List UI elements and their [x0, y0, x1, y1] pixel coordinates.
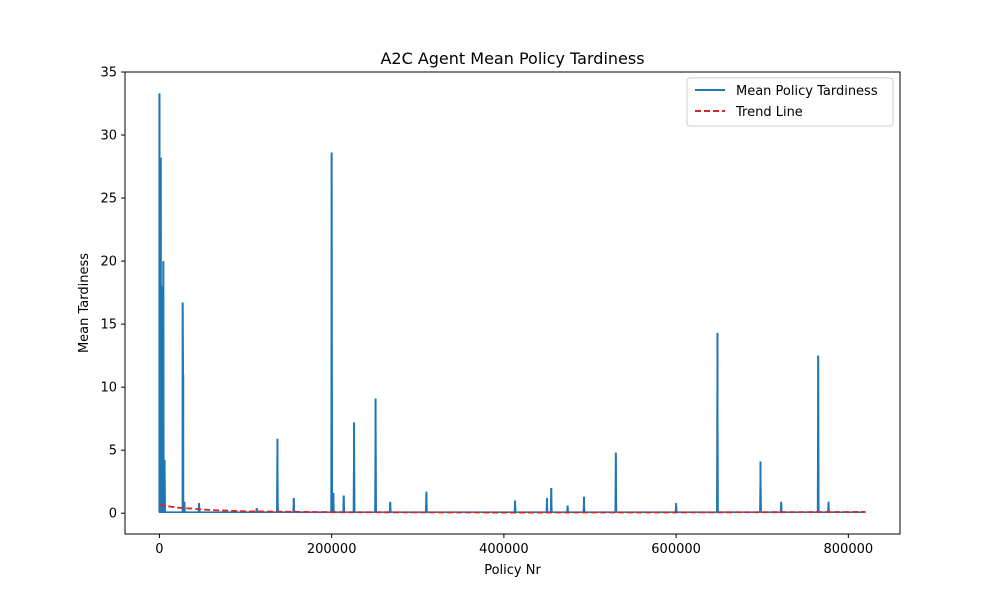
y-tick-label: 20 [100, 255, 117, 270]
legend-label-trend-line: Trend Line [735, 105, 803, 120]
y-tick-label: 25 [100, 192, 117, 207]
legend-box [686, 77, 894, 127]
series-mean-policy-tardiness-line [158, 93, 866, 513]
y-tick-label: 30 [100, 129, 117, 144]
x-tick-label: 600000 [651, 542, 701, 557]
y-axis-label: Mean Tardiness [77, 253, 92, 353]
y-axis: 0 5 10 15 20 25 30 35 [100, 66, 125, 522]
x-axis: 0 200000 400000 600000 800000 [155, 534, 873, 557]
x-tick-label: 800000 [824, 542, 874, 557]
x-tick-label: 200000 [307, 542, 357, 557]
x-axis-label: Policy Nr [484, 563, 541, 578]
plot-area [158, 93, 866, 514]
y-tick-label: 35 [100, 66, 117, 81]
y-tick-label: 10 [100, 381, 117, 396]
legend-label-mean-policy-tardiness: Mean Policy Tardiness [736, 84, 878, 99]
y-tick-label: 0 [109, 507, 117, 522]
x-tick-label: 400000 [479, 542, 529, 557]
legend: Mean Policy Tardiness Trend Line [686, 77, 894, 127]
series-trend-line [159, 504, 866, 514]
y-tick-label: 15 [100, 318, 117, 333]
x-tick-label: 0 [155, 542, 163, 557]
chart-title: A2C Agent Mean Policy Tardiness [380, 49, 644, 68]
plot-frame [124, 71, 901, 535]
y-tick-label: 5 [109, 444, 117, 459]
